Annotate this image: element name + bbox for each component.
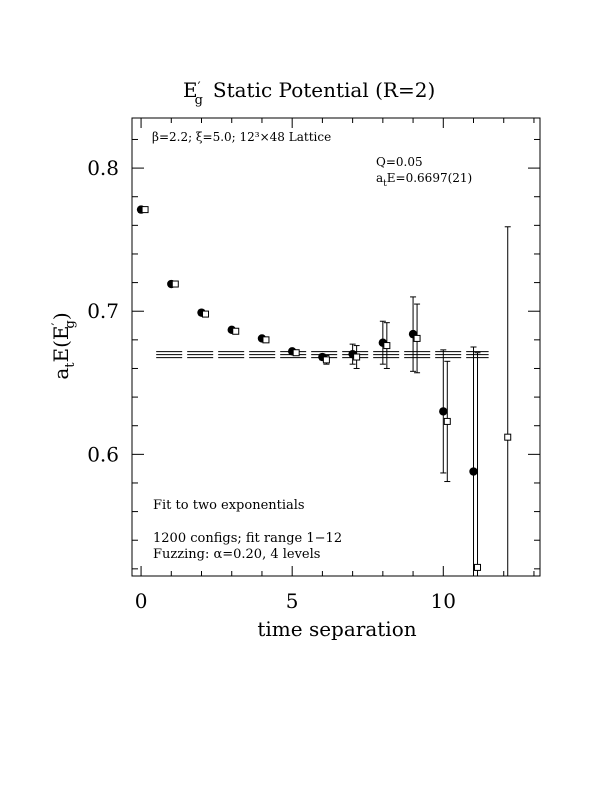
x-tick-label: 5 xyxy=(286,589,299,613)
energy-annotation: atE=0.6697(21) xyxy=(376,171,472,189)
y-tick-labels: 0.6 0.7 0.8 xyxy=(87,156,119,466)
data-point-square xyxy=(262,336,270,344)
data-point-square xyxy=(202,310,210,318)
plot-frame xyxy=(131,117,541,577)
q-annotation: Q=0.05 xyxy=(376,155,423,169)
data-point-square xyxy=(443,417,451,425)
y-tick-label: 0.7 xyxy=(87,299,119,323)
data-point-square xyxy=(353,353,361,361)
data-point-square xyxy=(504,433,512,441)
data-point-circle xyxy=(469,467,478,476)
configs-annotation: 1200 configs; fit range 1−12 xyxy=(153,531,342,546)
data-point-square xyxy=(474,563,482,571)
data-point-square xyxy=(413,334,421,342)
chart-title: E′ g Static Potential (R=2) xyxy=(183,78,435,108)
data-point-square xyxy=(383,342,391,350)
data-series xyxy=(136,205,512,576)
x-tick-labels: 0 5 10 xyxy=(135,589,456,613)
fuzzing-annotation: Fuzzing: α=0.20, 4 levels xyxy=(153,547,320,562)
data-point-square xyxy=(322,356,330,364)
data-point-square xyxy=(171,280,179,288)
lattice-annotation: β=2.2; ξ=5.0; 12³×48 Lattice xyxy=(152,130,331,144)
y-axis-label: atE(E′g) xyxy=(49,312,78,379)
axis-ticks xyxy=(132,118,540,576)
x-tick-label: 10 xyxy=(431,589,456,613)
data-point-circle xyxy=(439,407,448,416)
data-point-square xyxy=(232,327,240,335)
data-point-square xyxy=(292,349,300,357)
data-point-square xyxy=(141,206,149,214)
x-tick-label: 0 xyxy=(135,589,148,613)
y-tick-label: 0.6 xyxy=(87,442,119,466)
fit-description: Fit to two exponentials xyxy=(153,498,305,513)
y-tick-label: 0.8 xyxy=(87,156,119,180)
x-axis-label: time separation xyxy=(257,617,416,641)
